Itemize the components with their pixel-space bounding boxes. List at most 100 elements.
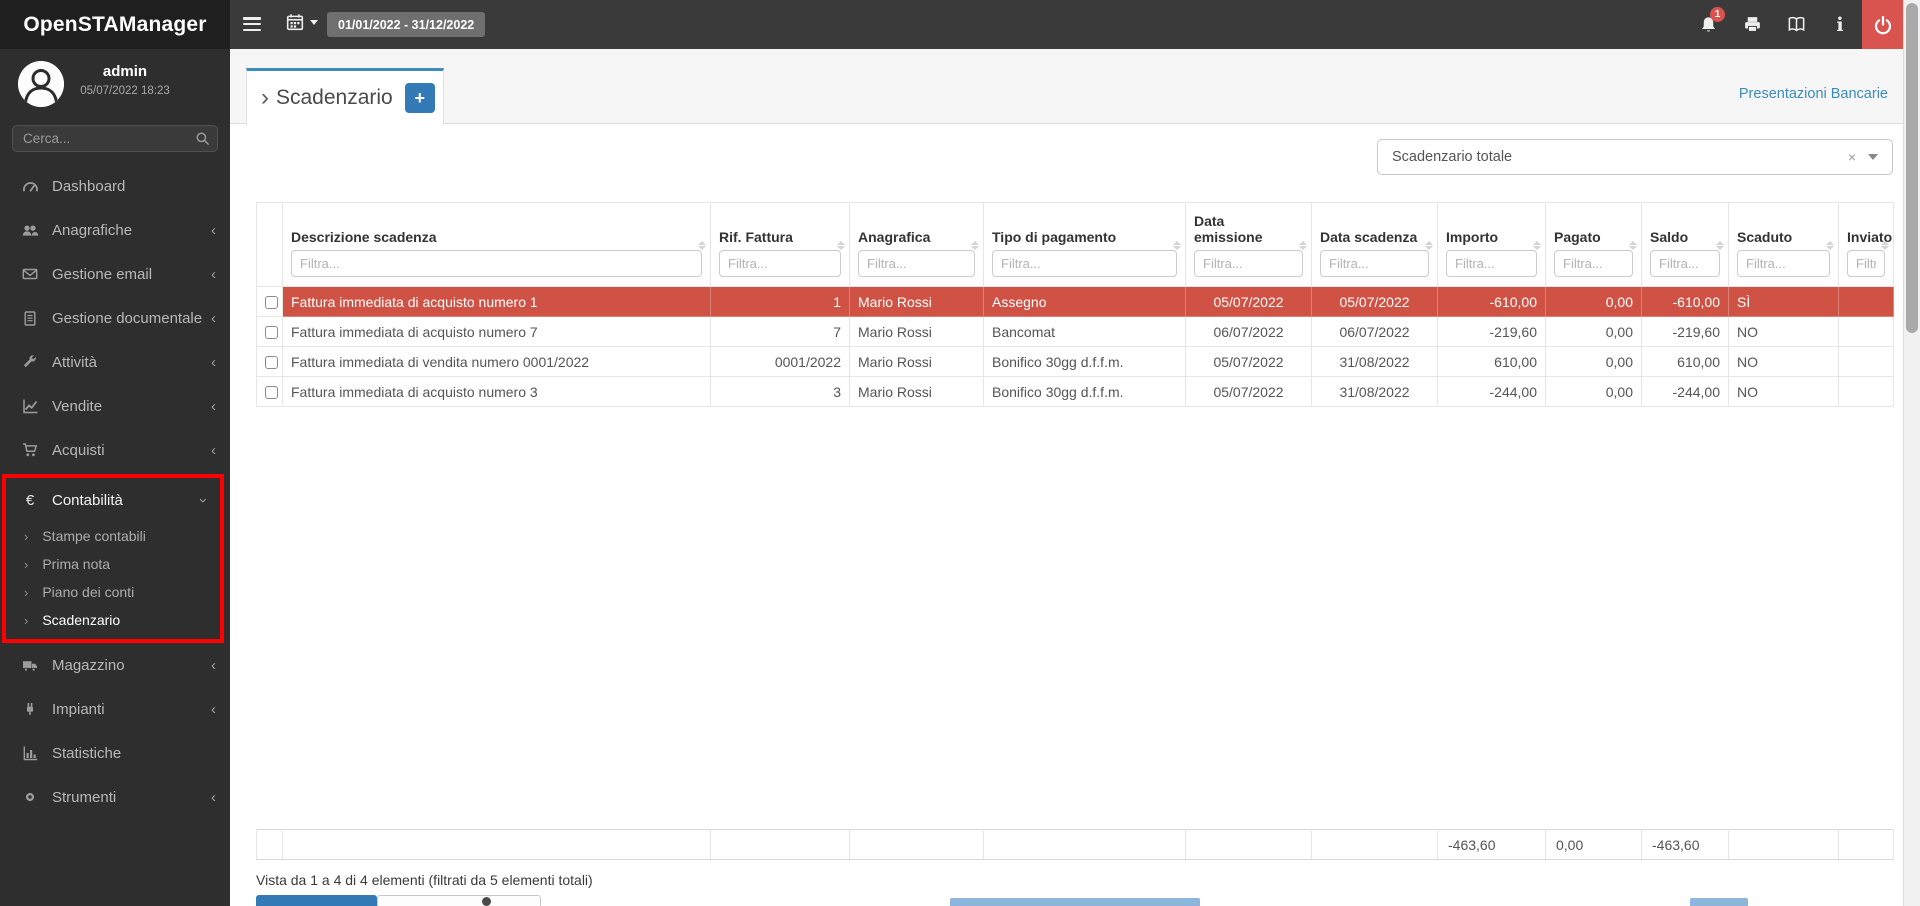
sidebar-item-label: Impianti: [52, 700, 105, 718]
cell-scaduto: NO: [1728, 346, 1839, 377]
sidebar-subitem-scadenzario[interactable]: › Scadenzario: [24, 612, 121, 628]
cell-tipo-pagamento: Bonifico 30gg d.f.f.m.: [983, 346, 1186, 377]
col-header-inviato[interactable]: Inviato: [1838, 202, 1894, 287]
scrollbar-thumb[interactable]: [1906, 3, 1918, 333]
col-header-anagrafica[interactable]: Anagrafica: [849, 202, 984, 287]
euro-icon: €: [25, 491, 35, 509]
col-header-data-emissione[interactable]: Data emissione: [1185, 202, 1312, 287]
sidebar-subitem-piano-dei-conti[interactable]: › Piano dei conti: [24, 584, 135, 600]
docs-button[interactable]: [1774, 0, 1818, 49]
col-header-tipo-pagamento[interactable]: Tipo di pagamento: [983, 202, 1186, 287]
total-empty: [983, 829, 1186, 860]
filter-input-anagrafica[interactable]: [858, 250, 975, 277]
filter-input-data-emissione[interactable]: [1194, 250, 1303, 277]
document-icon: [18, 310, 42, 327]
chevron-left-icon: ‹: [211, 700, 216, 718]
col-header-data-scadenza[interactable]: Data scadenza: [1311, 202, 1438, 287]
chevron-left-icon: ‹: [211, 353, 216, 371]
cell-data-scadenza: 06/07/2022: [1311, 316, 1438, 347]
sidebar-item-gestione-documentale[interactable]: Gestione documentale ‹: [0, 296, 230, 340]
presentazioni-bancarie-link[interactable]: Presentazioni Bancarie: [1738, 86, 1888, 102]
print-button[interactable]: [1730, 0, 1774, 49]
pagination-partial-2[interactable]: [1690, 898, 1748, 906]
col-header-importo[interactable]: Importo: [1437, 202, 1546, 287]
row-checkbox[interactable]: [265, 296, 278, 310]
search-input[interactable]: [12, 125, 218, 152]
secondary-button-partial[interactable]: [377, 895, 541, 906]
filter-input-importo[interactable]: [1446, 250, 1537, 277]
sort-icon: [1880, 239, 1890, 252]
table-row-4[interactable]: Fattura immediata di acquisto numero 3 3…: [256, 376, 1894, 407]
table-row-1[interactable]: Fattura immediata di acquisto numero 1 1…: [256, 286, 1894, 317]
filter-input-tipo-pagamento[interactable]: [992, 250, 1177, 277]
filter-input-descrizione[interactable]: [291, 250, 702, 277]
table-header-row: Descrizione scadenza Rif. Fattura Anagra…: [256, 202, 1894, 287]
col-header-descrizione[interactable]: Descrizione scadenza: [282, 202, 711, 287]
printer-icon: [1743, 15, 1762, 34]
cell-anagrafica: Mario Rossi: [849, 316, 984, 347]
topbar: OpenSTAManager 01/01/2022 - 31/12/2022 1: [0, 0, 1920, 49]
clear-icon[interactable]: ×: [1847, 149, 1856, 165]
chevron-down-icon: ›: [195, 497, 212, 503]
row-checkbox[interactable]: [265, 326, 278, 340]
notifications-button[interactable]: 1: [1686, 0, 1730, 49]
chevron-left-icon: ‹: [211, 656, 216, 674]
info-icon: i: [1836, 13, 1844, 36]
sidebar-item-impianti[interactable]: Impianti ‹: [0, 687, 230, 731]
sidebar-item-contabilita[interactable]: € Contabilità ›: [6, 478, 220, 522]
info-button[interactable]: i: [1818, 0, 1862, 49]
sidebar-item-statistiche[interactable]: Statistiche: [0, 731, 230, 775]
sidebar-item-acquisti[interactable]: Acquisti ‹: [0, 428, 230, 472]
col-header-scaduto[interactable]: Scaduto: [1728, 202, 1839, 287]
chevron-down-icon: [310, 19, 318, 25]
avatar[interactable]: [18, 61, 64, 107]
cell-anagrafica: Mario Rossi: [849, 376, 984, 407]
col-header-rif-fattura[interactable]: Rif. Fattura: [710, 202, 850, 287]
period-badge[interactable]: 01/01/2022 - 31/12/2022: [327, 12, 486, 37]
bar-chart-icon: [18, 745, 42, 761]
page-scrollbar[interactable]: [1903, 0, 1920, 906]
chevron-left-icon: ‹: [211, 265, 216, 283]
cell-data-emissione: 06/07/2022: [1185, 316, 1312, 347]
cell-importo: -610,00: [1437, 286, 1546, 317]
col-header-pagato[interactable]: Pagato: [1545, 202, 1642, 287]
filter-input-pagato[interactable]: [1554, 250, 1633, 277]
table-totals-row: -463,60 0,00 -463,60: [256, 829, 1894, 860]
filter-input-saldo[interactable]: [1650, 250, 1720, 277]
logout-button[interactable]: [1862, 0, 1903, 49]
total-empty: [256, 829, 283, 860]
table-row-2[interactable]: Fattura immediata di acquisto numero 7 7…: [256, 316, 1894, 347]
filter-input-scaduto[interactable]: [1737, 250, 1830, 277]
filter-input-inviato[interactable]: [1847, 250, 1885, 277]
sidebar-item-anagrafiche[interactable]: Anagrafiche ‹: [0, 208, 230, 252]
sidebar-item-label: Anagrafiche: [52, 221, 133, 239]
sidebar-item-vendite[interactable]: Vendite ‹: [0, 384, 230, 428]
chart-line-icon: [18, 398, 42, 414]
add-button[interactable]: +: [404, 83, 435, 113]
sidebar-subitem-stampe-contabili[interactable]: › Stampe contabili: [24, 528, 146, 544]
menu-toggle-icon[interactable]: [243, 14, 263, 34]
filter-input-data-scadenza[interactable]: [1320, 250, 1429, 277]
scadenzario-filter-select[interactable]: Scadenzario totale ×: [1377, 139, 1893, 175]
col-header-saldo[interactable]: Saldo: [1641, 202, 1729, 287]
cell-scaduto: SÌ: [1728, 286, 1839, 317]
chevron-down-icon[interactable]: [1868, 154, 1878, 160]
total-empty: [1185, 829, 1312, 860]
sidebar-item-strumenti[interactable]: Strumenti ‹: [0, 775, 230, 819]
sidebar-item-dashboard[interactable]: Dashboard: [0, 164, 230, 208]
table-row-3[interactable]: Fattura immediata di vendita numero 0001…: [256, 346, 1894, 377]
search-icon[interactable]: [195, 131, 210, 146]
calendar-picker[interactable]: [286, 13, 318, 31]
sidebar-item-magazzino[interactable]: Magazzino ‹: [0, 643, 230, 687]
pagination-partial[interactable]: [950, 898, 1200, 906]
export-button-partial[interactable]: [256, 895, 377, 906]
chevron-right-icon: ›: [24, 556, 29, 572]
sidebar-item-gestione-email[interactable]: Gestione email ‹: [0, 252, 230, 296]
sidebar-subitem-prima-nota[interactable]: › Prima nota: [24, 556, 111, 572]
sidebar-item-attivita[interactable]: Attività ‹: [0, 340, 230, 384]
row-checkbox[interactable]: [265, 386, 278, 400]
filter-input-rif-fattura[interactable]: [719, 250, 841, 277]
row-checkbox[interactable]: [265, 356, 278, 370]
tab-scadenzario[interactable]: › Scadenzario +: [246, 68, 444, 125]
